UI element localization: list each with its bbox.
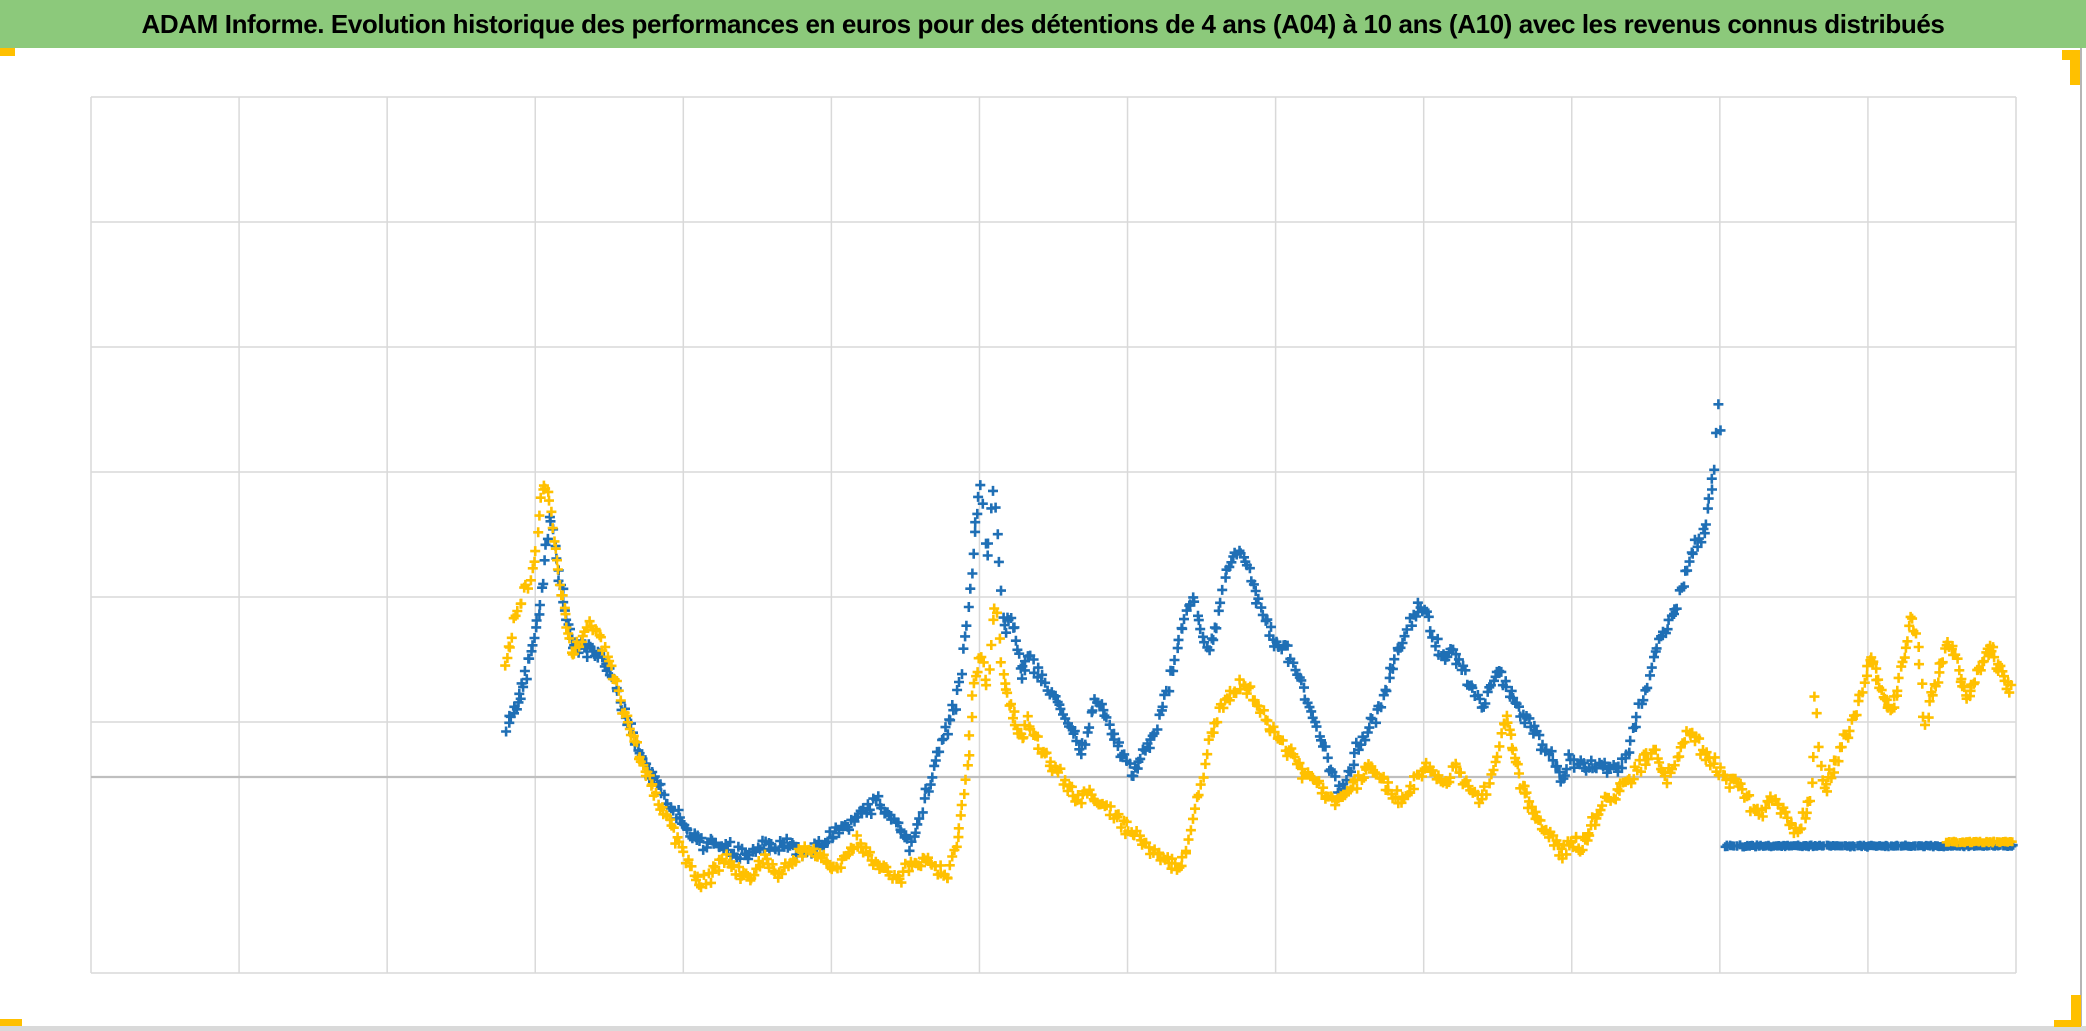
accent-bottom-left [0,1019,22,1026]
window-right-edge [2080,48,2082,1031]
series-gold-markers [500,480,2017,893]
v-gridlines [90,97,2017,973]
series-blue-markers [501,399,2018,864]
accent-bottom-right-vertical [2071,995,2081,1027]
accent-top-right-vertical [2070,50,2080,85]
h-gridlines [91,96,2016,974]
accent-bottom-right-horizontal [2054,1020,2081,1027]
window-bottom-strip [0,1026,2086,1031]
accent-top-left [0,48,15,56]
title-bar: ADAM Informe. Evolution historique des p… [0,0,2086,48]
slide-title: ADAM Informe. Evolution historique des p… [141,8,1945,39]
